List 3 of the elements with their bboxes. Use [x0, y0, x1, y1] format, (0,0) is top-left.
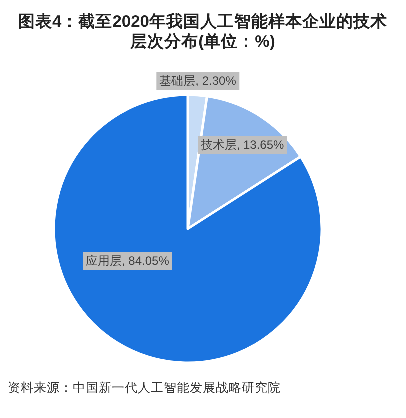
annotation: 资料来源：中国新一代人工智能发展战略研究院: [8, 381, 281, 395]
title: 图表4：截至2020年我国人工智能样本企业的技术: [18, 13, 388, 31]
title: 层次分布(单位：%): [130, 33, 276, 51]
